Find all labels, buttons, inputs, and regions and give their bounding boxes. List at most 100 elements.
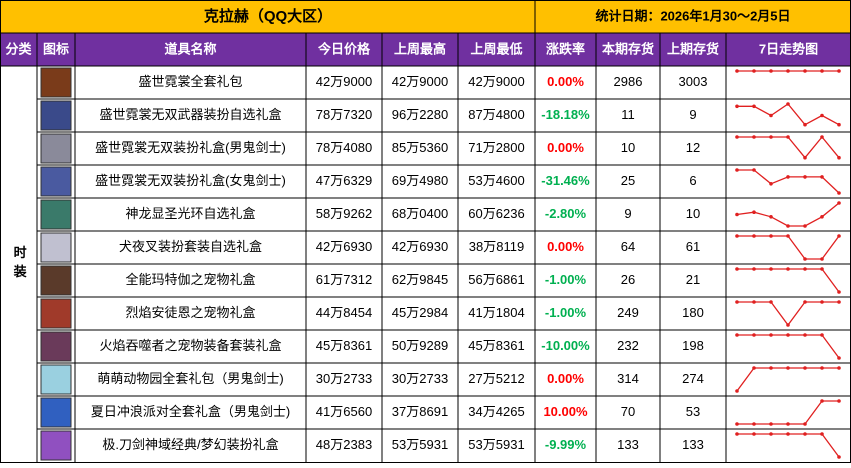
price: 71万2800 <box>468 140 524 155</box>
icon <box>40 397 72 428</box>
trend-point <box>752 422 756 426</box>
item-name: 火焰吞噬者之宠物装备套装礼盒 <box>99 338 281 353</box>
trend-point <box>820 267 824 271</box>
trend-point <box>735 135 739 139</box>
price: 56万6861 <box>468 272 524 287</box>
trend-point <box>752 104 756 109</box>
trend-point <box>769 215 773 219</box>
trend-point <box>803 175 807 179</box>
column-header: 上期存货 <box>667 41 719 56</box>
trend-point <box>837 122 841 127</box>
item-name: 犬夜叉装扮套装自选礼盒 <box>119 239 262 254</box>
change-rate: -1.00% <box>545 272 587 287</box>
trend-point <box>837 290 841 294</box>
category: 时装 <box>12 245 28 284</box>
price: 85万5360 <box>392 140 448 155</box>
stock: 61 <box>686 239 700 254</box>
icon <box>40 364 72 395</box>
trend-point <box>803 155 807 160</box>
price: 30万2733 <box>316 371 372 386</box>
icon <box>40 298 72 329</box>
trend-point <box>769 366 773 370</box>
price: 87万4800 <box>468 107 524 122</box>
price: 96万2280 <box>392 107 448 122</box>
column-header: 涨跌率 <box>545 41 585 56</box>
trend-point <box>769 432 773 436</box>
item-name: 全能玛特伽之宠物礼盒 <box>125 272 255 287</box>
trend-point <box>786 366 790 370</box>
price: 42万9000 <box>392 74 448 89</box>
trend-point <box>820 399 824 403</box>
price: 37万8691 <box>392 404 448 419</box>
trend-point <box>786 69 790 73</box>
trend-point <box>837 69 841 73</box>
trend-point <box>820 69 824 73</box>
column-header: 本期存货 <box>602 41 654 56</box>
stock: 274 <box>682 371 704 386</box>
price: 61万7312 <box>316 272 372 287</box>
price: 48万2383 <box>316 437 372 452</box>
trend-point <box>803 257 807 261</box>
trend-point <box>769 69 773 73</box>
price: 62万9845 <box>392 272 448 287</box>
trend-point <box>735 104 739 109</box>
icon <box>40 166 72 197</box>
stock: 133 <box>682 437 704 452</box>
price: 42万6930 <box>316 239 372 254</box>
trend-point <box>837 455 841 459</box>
stock: 9 <box>689 107 696 122</box>
item-name: 盛世霓裳无双装扮礼盒(男鬼剑士) <box>95 140 286 155</box>
stock: 10 <box>621 140 635 155</box>
stock: 9 <box>624 206 631 221</box>
stock: 25 <box>621 173 635 188</box>
trend-point <box>752 168 756 172</box>
trend-point <box>803 300 807 304</box>
stock: 12 <box>686 140 700 155</box>
trend-point <box>769 113 773 118</box>
trend-point <box>786 267 790 271</box>
price: 58万9262 <box>316 206 372 221</box>
trend-point <box>769 422 773 426</box>
trend-point <box>820 300 824 304</box>
trend-point <box>735 422 739 426</box>
price: 53万4600 <box>468 173 524 188</box>
trend-point <box>752 210 756 214</box>
stock: 21 <box>686 272 700 287</box>
trend-point <box>769 333 773 337</box>
change-rate: -18.18% <box>541 107 590 122</box>
icon <box>40 430 72 461</box>
price: 53万5931 <box>392 437 448 452</box>
icon <box>40 67 72 98</box>
trend-point <box>735 168 739 172</box>
trend-point <box>837 191 841 195</box>
change-rate: 10.00% <box>543 404 588 419</box>
header-bar <box>0 33 851 66</box>
icon <box>40 265 72 296</box>
price: 38万8119 <box>469 239 524 254</box>
stock: 180 <box>682 305 704 320</box>
stock: 64 <box>621 239 635 254</box>
trend-point <box>752 69 756 73</box>
trend-point <box>752 135 756 139</box>
trend-point <box>803 432 807 436</box>
change-rate: -31.46% <box>541 173 590 188</box>
trend-point <box>786 323 790 327</box>
item-name: 盛世霓裳全套礼包 <box>138 74 242 89</box>
icon <box>40 331 72 362</box>
trend-point <box>769 234 773 238</box>
trend-point <box>769 135 773 139</box>
date: 统计日期：2026年1月30～2月5日 <box>595 8 790 23</box>
trend-point <box>820 113 824 118</box>
trend-point <box>820 366 824 370</box>
trend-point <box>786 234 790 238</box>
trend-point <box>752 234 756 238</box>
price: 78万4080 <box>316 140 372 155</box>
trend-point <box>786 432 790 436</box>
stock: 249 <box>617 305 639 320</box>
trend-point <box>786 175 790 179</box>
trend-point <box>735 432 739 436</box>
trend-point <box>803 69 807 73</box>
item-name: 极.刀剑神域经典/梦幻装扮礼盒 <box>102 437 278 452</box>
item-name: 萌萌动物园全套礼包（男鬼剑士) <box>97 371 283 386</box>
change-rate: 0.00% <box>547 140 584 155</box>
